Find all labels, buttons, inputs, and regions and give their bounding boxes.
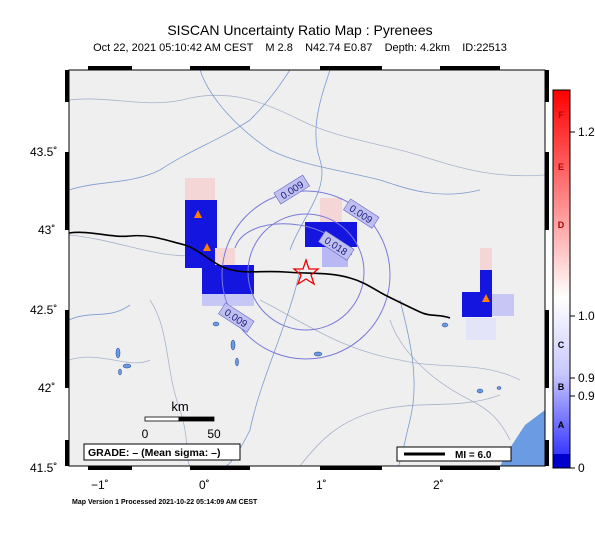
- land: [69, 70, 545, 466]
- grade-letter: E: [558, 162, 564, 172]
- lat-label: 43.5˚: [30, 145, 57, 159]
- map-title: SISCAN Uncertainty Ratio Map : Pyrenees: [167, 22, 433, 38]
- colorbar-value: 1.2: [578, 125, 595, 139]
- lat-label: 41.5˚: [30, 461, 57, 475]
- lon-label: 1˚: [316, 478, 327, 492]
- colorbar-value: 0: [578, 461, 585, 475]
- uncertainty-cells: [185, 178, 514, 340]
- footer-processing-info: Map Version 1 Processed 2021-10-22 05:14…: [72, 499, 258, 506]
- grade-box: GRADE: – (Mean sigma: –): [83, 443, 241, 461]
- national-border: [69, 231, 451, 319]
- grade-letter: F: [558, 110, 564, 120]
- stations: [194, 210, 490, 302]
- scale-title: km: [171, 399, 188, 414]
- lon-label: 2˚: [433, 478, 444, 492]
- scale-left: 0: [142, 427, 149, 441]
- rivers: [69, 70, 481, 466]
- scale-right: 50: [207, 427, 221, 441]
- epicenter-star: [292, 257, 320, 286]
- grade-text: GRADE: – (Mean sigma: –): [88, 447, 220, 459]
- lon-label: 0˚: [199, 478, 210, 492]
- lon-label: −1˚: [91, 478, 109, 492]
- scale-bar: km 0 50: [142, 399, 221, 441]
- event-info: Oct 22, 2021 05:10:42 AM CEST M 2.8 N42.…: [93, 42, 507, 54]
- colorbar: F E D C B A 1.2 1.0 0.9 0.9 0: [552, 89, 595, 475]
- grade-letter: A: [558, 420, 565, 430]
- lat-label: 42.5˚: [30, 303, 57, 317]
- lon-labels: −1˚ 0˚ 1˚ 2˚: [91, 478, 444, 492]
- grade-letter: B: [558, 382, 565, 392]
- colorbar-value: 0.9: [578, 371, 595, 385]
- map-frame: [68, 69, 546, 467]
- colorbar-value: 1.0: [578, 309, 595, 323]
- grade-letter: C: [558, 340, 565, 350]
- frame-ticks: [65, 66, 549, 470]
- lakes: [115, 321, 502, 394]
- mi-text: MI = 6.0: [455, 450, 492, 461]
- colorbar-value: 0.9: [578, 389, 595, 403]
- lat-label: 43˚: [38, 223, 55, 237]
- mi-legend: MI = 6.0: [396, 446, 512, 462]
- lat-label: 42˚: [38, 381, 55, 395]
- lat-labels: 43.5˚ 43˚ 42.5˚ 42˚ 41.5˚: [30, 145, 57, 475]
- grade-letter: D: [558, 220, 565, 230]
